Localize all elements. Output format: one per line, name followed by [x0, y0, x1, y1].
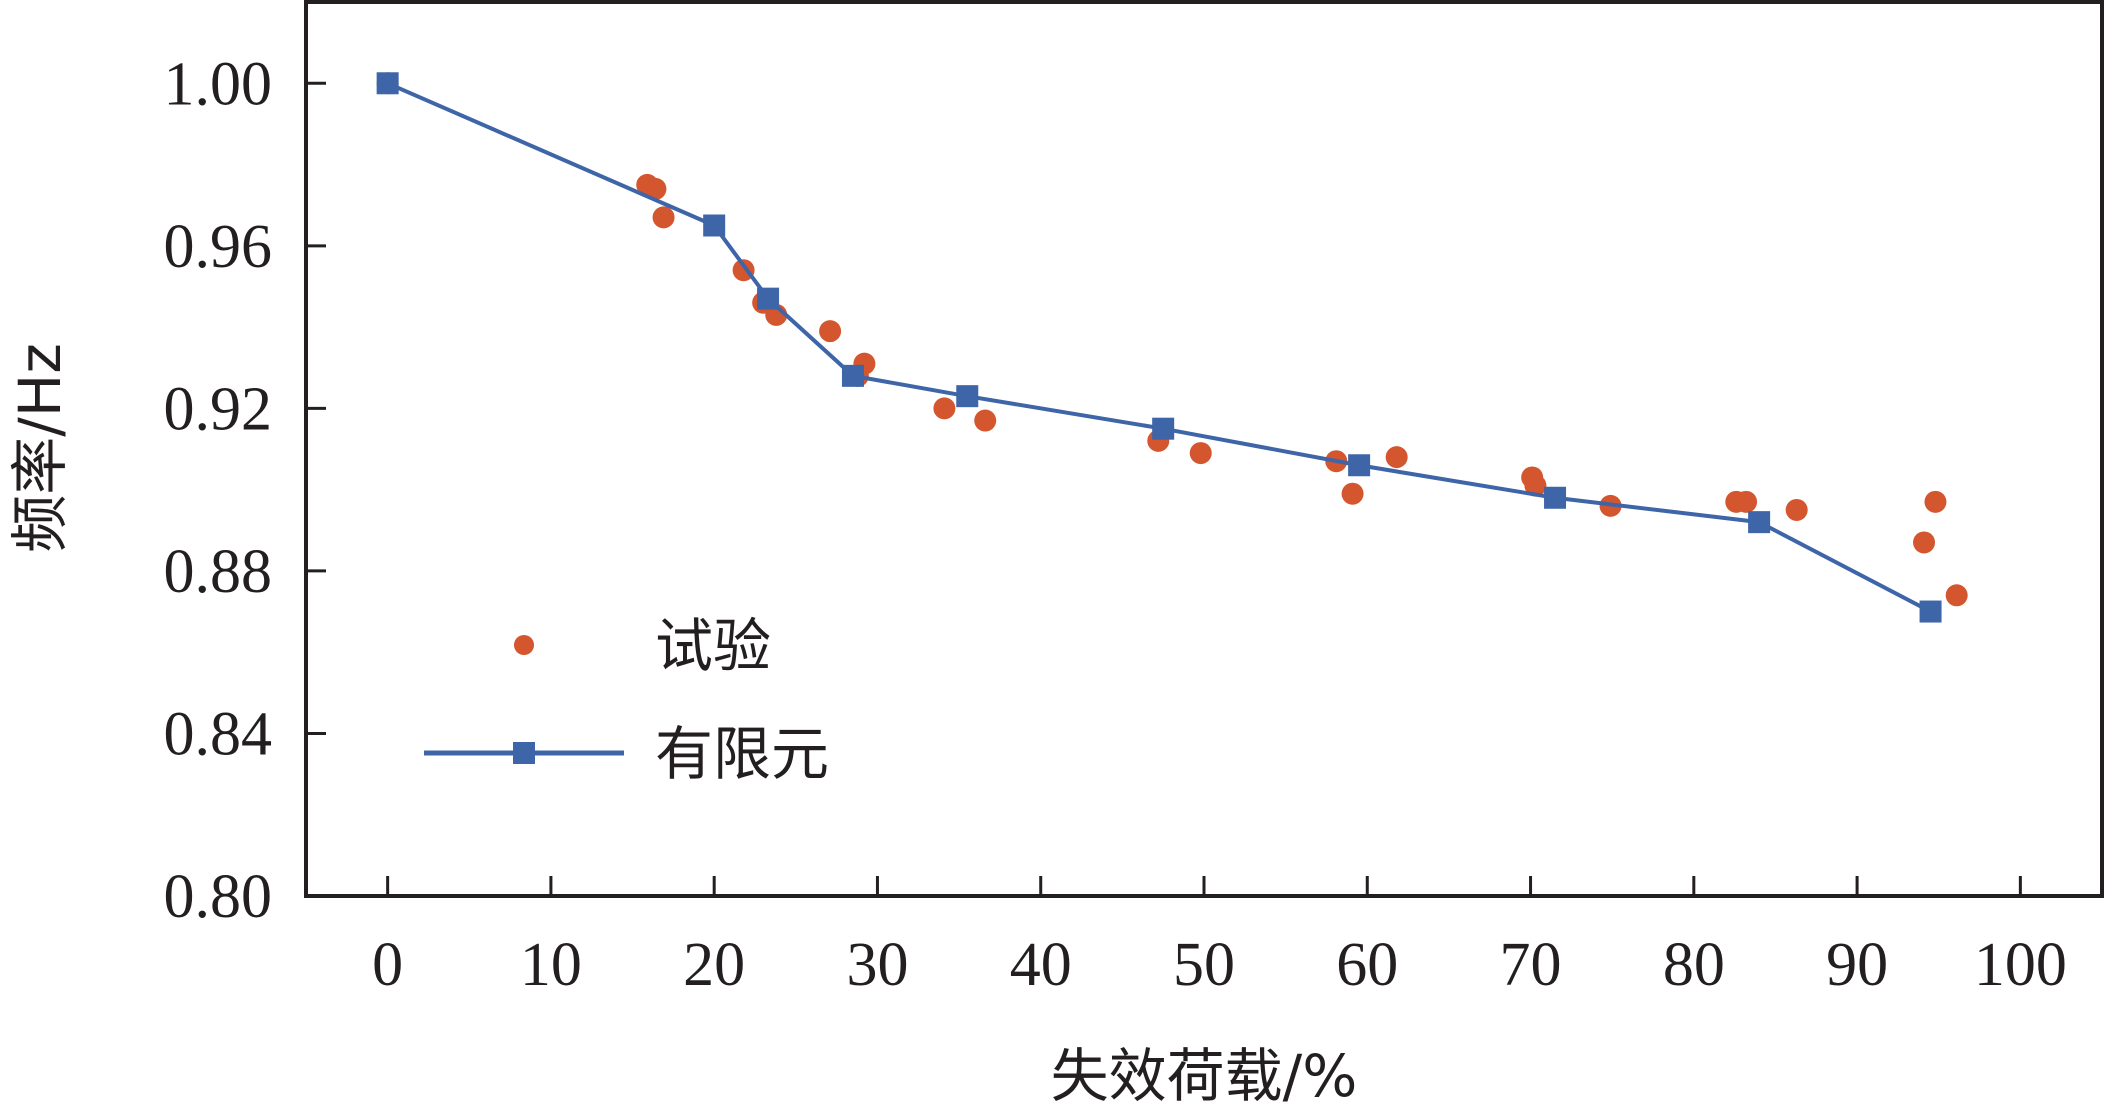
test-point	[652, 206, 675, 229]
x-axis-ticks: 0 10 20 30 40 50 60 70 80 90 100	[372, 876, 2067, 999]
x-tick-label: 90	[1826, 931, 1888, 999]
y-tick-label: 0.88	[164, 538, 273, 606]
x-tick-label: 50	[1173, 931, 1235, 999]
test-point	[1341, 482, 1364, 505]
fem-point	[956, 385, 979, 408]
test-point	[1189, 442, 1212, 465]
test-point	[1385, 446, 1408, 469]
test-point	[1524, 474, 1547, 497]
x-tick-label: 10	[520, 931, 582, 999]
test-point	[1924, 490, 1947, 513]
fem-point	[1348, 454, 1371, 477]
series-test	[376, 72, 1968, 607]
legend-label-test: 试验	[655, 612, 771, 680]
fem-point	[1919, 600, 1942, 623]
y-axis-title: 频率/Hz	[6, 343, 74, 553]
y-tick-label: 1.00	[164, 50, 273, 118]
legend: 试验 有限元	[424, 612, 829, 788]
fem-point	[376, 72, 399, 95]
test-point	[1735, 490, 1758, 513]
y-axis-ticks: 0.80 0.84 0.88 0.92 0.96 1.00	[164, 50, 326, 931]
fem-point	[841, 364, 864, 387]
test-point	[644, 177, 667, 200]
fem-point	[1544, 486, 1567, 509]
fem-point	[1152, 417, 1175, 440]
x-tick-label: 0	[372, 931, 403, 999]
x-tick-label: 20	[683, 931, 745, 999]
fem-point	[1748, 511, 1771, 534]
test-point	[1913, 531, 1936, 554]
x-tick-label: 60	[1336, 931, 1398, 999]
y-tick-label: 0.80	[164, 863, 273, 931]
legend-label-fem: 有限元	[655, 720, 829, 788]
x-tick-label: 80	[1663, 931, 1725, 999]
test-point	[933, 397, 956, 420]
y-tick-label: 0.84	[164, 700, 273, 768]
y-tick-label: 0.96	[164, 213, 273, 281]
y-tick-label: 0.92	[164, 375, 273, 443]
fem-line	[386, 81, 1932, 614]
fem-point	[703, 214, 726, 237]
x-tick-label: 30	[846, 931, 908, 999]
fem-point	[757, 287, 780, 310]
test-point	[1945, 584, 1968, 607]
test-point	[974, 409, 997, 432]
legend-marker-test	[514, 635, 534, 655]
legend-marker-fem	[513, 742, 535, 764]
x-tick-label: 70	[1500, 931, 1562, 999]
series-fem	[376, 72, 1942, 623]
x-tick-label: 40	[1010, 931, 1072, 999]
test-point	[819, 320, 842, 343]
test-point	[1785, 498, 1808, 521]
x-tick-label: 100	[1974, 931, 2067, 999]
series-layer	[376, 72, 1968, 623]
x-axis-title: 失效荷载/%	[1051, 1042, 1358, 1110]
